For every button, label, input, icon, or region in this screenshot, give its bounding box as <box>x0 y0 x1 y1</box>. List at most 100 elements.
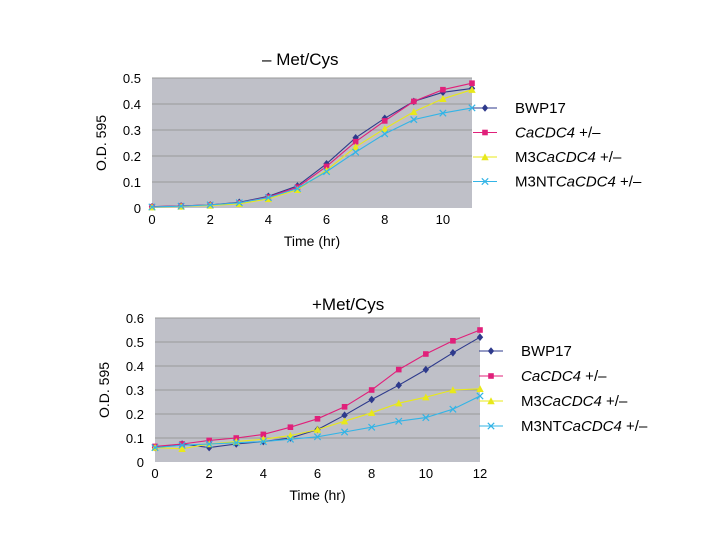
legend-entry: CaCDC4 +/– <box>473 125 601 142</box>
data-point <box>235 199 243 207</box>
y-tick-label: 0.3 <box>123 123 141 138</box>
legend-label-part: +/– <box>602 393 628 410</box>
data-point <box>340 417 349 425</box>
data-point <box>476 385 484 392</box>
data-point <box>264 195 273 203</box>
data-point <box>449 349 457 357</box>
data-point <box>179 441 185 447</box>
y-tick-label: 0.3 <box>126 383 144 398</box>
y-tick-label: 0.1 <box>126 431 144 446</box>
legend-marker <box>487 397 495 405</box>
legend-label: M3CaCDC4 +/– <box>521 393 628 410</box>
data-point <box>422 413 430 422</box>
legend-entry: CaCDC4 +/– <box>479 368 607 385</box>
legend-label-part: +/– <box>596 149 622 166</box>
legend-label-part: M3 <box>515 149 536 166</box>
data-point <box>476 333 484 341</box>
data-point <box>322 166 331 174</box>
data-point <box>422 365 430 374</box>
y-tick-label: 0.4 <box>126 359 144 374</box>
data-point <box>323 163 330 170</box>
data-point <box>449 386 457 394</box>
data-point <box>381 125 389 132</box>
data-point <box>178 441 186 449</box>
x-tick-label: 2 <box>206 466 213 481</box>
legend-label-part: BWP17 <box>515 100 566 117</box>
x-tick-label: 8 <box>381 212 388 227</box>
data-point <box>177 202 185 210</box>
data-point <box>367 409 376 416</box>
legend-entry: BWP17 <box>473 100 566 117</box>
legend-label: BWP17 <box>521 343 572 360</box>
x-tick-label: 6 <box>314 466 321 481</box>
y-tick-label: 0.5 <box>126 335 144 350</box>
x-tick-label: 0 <box>148 212 155 227</box>
x-tick-label: 4 <box>260 466 267 481</box>
data-point <box>352 148 360 156</box>
data-point <box>469 80 475 86</box>
data-point <box>381 118 388 124</box>
data-point <box>468 104 476 112</box>
data-point <box>411 98 417 105</box>
legend-label-part: CaCDC4 <box>556 174 616 191</box>
data-point <box>352 138 359 145</box>
data-point <box>368 395 375 404</box>
data-point <box>151 443 159 452</box>
data-point <box>439 109 447 117</box>
x-tick-label: 0 <box>151 466 158 481</box>
legend-marker <box>488 373 494 379</box>
data-point <box>340 428 349 436</box>
chart-title: – Met/Cys <box>262 50 339 69</box>
title-text: +Met/Cys <box>312 295 384 314</box>
legend-label-part: M3NT <box>521 418 562 435</box>
data-point <box>440 86 446 93</box>
data-point <box>313 425 322 433</box>
x-tick-label: 6 <box>323 212 330 227</box>
x-tick-label: 2 <box>207 212 214 227</box>
y-tick-label: 0 <box>134 201 141 216</box>
x-axis-label: Time (hr) <box>284 233 340 249</box>
legend-label-part: CaCDC4 <box>562 418 622 435</box>
data-point <box>450 338 456 344</box>
data-point <box>395 417 403 425</box>
legend-marker <box>487 347 495 355</box>
chart-plus-met-cys: 0 0.1 0.2 0.3 0.4 0.5 0.6 0 2 4 6 8 10 12 +Met/Cys Time… <box>96 295 648 503</box>
legend-marker <box>481 177 489 186</box>
data-point <box>422 393 430 401</box>
y-axis-label: O.D. 595 <box>96 362 112 418</box>
legend-label-part: +/– <box>616 174 642 191</box>
x-tick-label: 4 <box>265 212 272 227</box>
data-point <box>293 184 302 193</box>
data-point <box>264 193 272 202</box>
series-line <box>151 107 473 208</box>
data-point <box>423 351 429 357</box>
legend-marker <box>481 104 489 112</box>
data-point <box>148 203 156 211</box>
data-point <box>341 404 348 410</box>
y-tick-label: 0.2 <box>126 407 144 422</box>
chart-minus-met-cys: 0 0.1 0.2 0.3 0.4 0.5 0 2 4 6 8 10 – Met/Cys Time (hr… <box>93 50 642 249</box>
legend-label-part: +/– <box>622 418 648 435</box>
y-tick-label: 0.1 <box>123 175 141 190</box>
data-point <box>178 445 186 452</box>
data-point <box>439 95 447 102</box>
legend-entry: M3NTCaCDC4 +/– <box>479 418 648 435</box>
legend-label: BWP17 <box>515 100 566 117</box>
x-axis-label: Time (hr) <box>289 487 345 503</box>
legend-label-part: BWP17 <box>521 343 572 360</box>
data-point <box>468 86 476 93</box>
legend-entry: BWP17 <box>479 343 572 360</box>
data-point <box>351 143 360 151</box>
y-tick-label: 0.6 <box>126 311 144 326</box>
data-point <box>287 424 294 430</box>
legend-label-part: +/– <box>581 368 607 385</box>
legend-entry: M3CaCDC4 +/– <box>479 393 628 410</box>
legend-label-part: CaCDC4 <box>536 149 596 166</box>
data-point <box>395 399 403 407</box>
y-axis-label: O.D. 595 <box>93 115 109 171</box>
data-point <box>368 387 375 393</box>
legend-label-part: CaCDC4 <box>521 368 581 385</box>
y-tick-label: 0.5 <box>123 71 141 86</box>
data-point <box>205 440 213 448</box>
